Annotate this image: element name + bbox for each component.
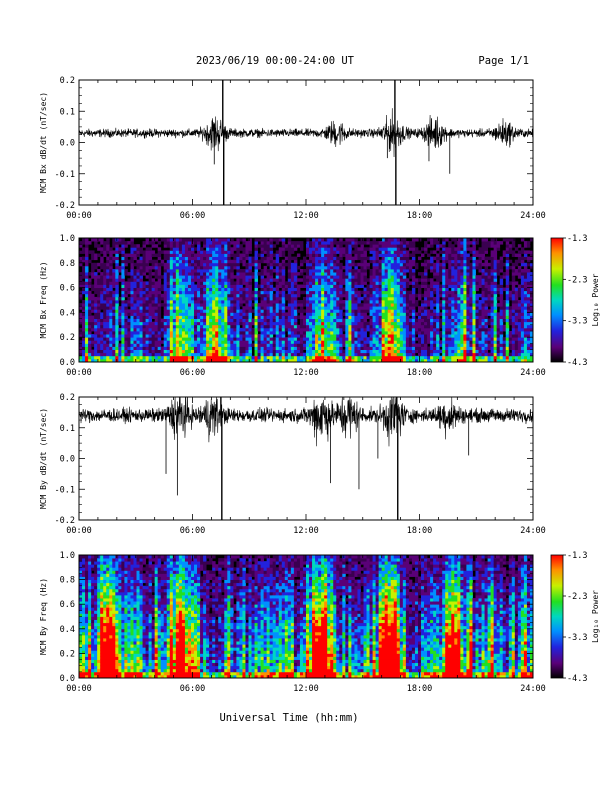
y-tick-label: 0.1 [60, 107, 75, 117]
colorbar-tick-label: -2.3 [567, 592, 587, 602]
colorbar-tick-label: -2.3 [567, 275, 587, 285]
y-tick-label: 0.8 [60, 576, 75, 586]
page-label: Page 1/1 [478, 55, 529, 67]
y-tick-label: 0.2 [60, 649, 75, 659]
colorbar-tick-label: -3.3 [567, 633, 587, 643]
bx-dbdt-panel: 00:00 06:00 12:00 18:00 24:00 -0.2 -0.1 0.0 0.1 0… [39, 76, 546, 221]
y-tick-label: 0.1 [60, 424, 75, 434]
x-tick-label: 06:00 [180, 211, 206, 221]
x-tick-label: 12:00 [293, 211, 319, 221]
x-tick-label: 06:00 [180, 368, 206, 378]
date-title: 2023/06/19 00:00-24:00 UT [196, 55, 355, 67]
x-tick-label: 24:00 [520, 684, 546, 694]
colorbar-tick-label: -4.3 [567, 358, 587, 368]
y-tick-label: -0.1 [55, 170, 75, 180]
trace-line [78, 396, 534, 447]
y-axis-label: MCM Bx dB/dt (nT/sec) [39, 92, 48, 193]
y-tick-label: 0.0 [60, 674, 75, 684]
y-tick-label: 0.6 [60, 600, 75, 610]
x-tick-label: 06:00 [180, 526, 206, 536]
y-tick-label: 0.4 [60, 625, 75, 635]
x-axis-title: Universal Time (hh:mm) [219, 712, 358, 724]
x-tick-label: 18:00 [407, 211, 433, 221]
y-tick-label: 0.8 [60, 259, 75, 269]
y-axis-label: MCM Bx Freq (Hz) [39, 261, 48, 338]
y-tick-label: -0.1 [55, 485, 75, 495]
x-tick-label: 24:00 [520, 211, 546, 221]
spectrogram-cells [79, 238, 534, 363]
colorbar-tick-label: -1.3 [567, 551, 587, 561]
y-tick-label: 0.2 [60, 76, 75, 86]
y-tick-label: 0.0 [60, 455, 75, 465]
x-tick-label: 12:00 [293, 368, 319, 378]
y-tick-label: 0.2 [60, 333, 75, 343]
x-tick-label: 24:00 [520, 526, 546, 536]
colorbar-label: Log₁₀ Power [591, 590, 600, 643]
y-tick-label: -0.2 [55, 516, 75, 526]
x-tick-label: 24:00 [520, 368, 546, 378]
y-tick-label: 0.0 [60, 139, 75, 149]
x-tick-label: 00:00 [66, 526, 92, 536]
y-tick-label: 1.0 [60, 234, 75, 244]
y-axis-label: MCM By dB/dt (nT/sec) [39, 408, 48, 509]
y-tick-label: -0.2 [55, 201, 75, 211]
colorbar-tick-label: -4.3 [567, 674, 587, 684]
colorbar-tick-label: -3.3 [567, 317, 587, 327]
colorbar [550, 237, 564, 363]
x-tick-label: 12:00 [293, 684, 319, 694]
x-tick-label: 18:00 [407, 684, 433, 694]
y-tick-label: 1.0 [60, 551, 75, 561]
y-tick-label: 0.4 [60, 308, 75, 318]
plot-frame [78, 79, 534, 206]
y-tick-label: 0.6 [60, 284, 75, 294]
y-axis-label: MCM By Freq (Hz) [39, 578, 48, 655]
x-tick-label: 12:00 [293, 526, 319, 536]
x-tick-label: 18:00 [407, 526, 433, 536]
x-tick-label: 18:00 [407, 368, 433, 378]
y-tick-label: 0.0 [60, 358, 75, 368]
by-dbdt-panel: 00:00 06:00 12:00 18:00 24:00 -0.2 -0.1 0.0 0.1 0… [39, 393, 546, 536]
y-tick-label: 0.2 [60, 393, 75, 403]
x-tick-label: 00:00 [66, 368, 92, 378]
colorbar-label: Log₁₀ Power [591, 273, 600, 326]
colorbar [550, 554, 564, 679]
x-tick-label: 06:00 [180, 684, 206, 694]
spectrogram-cells [79, 555, 534, 679]
colorbar-tick-label: -1.3 [567, 234, 587, 244]
trace-line [78, 108, 534, 157]
bx-spectrogram-panel: -1.3 -2.3 -3.3 -4.3 Log₁₀ Power 00:00 06:00 12:… [39, 234, 600, 378]
x-tick-label: 00:00 [66, 684, 92, 694]
x-tick-label: 00:00 [66, 211, 92, 221]
by-spectrogram-panel: -1.3 -2.3 -3.3 -4.3 Log₁₀ Power 00:00 06:00 12:… [39, 551, 600, 694]
